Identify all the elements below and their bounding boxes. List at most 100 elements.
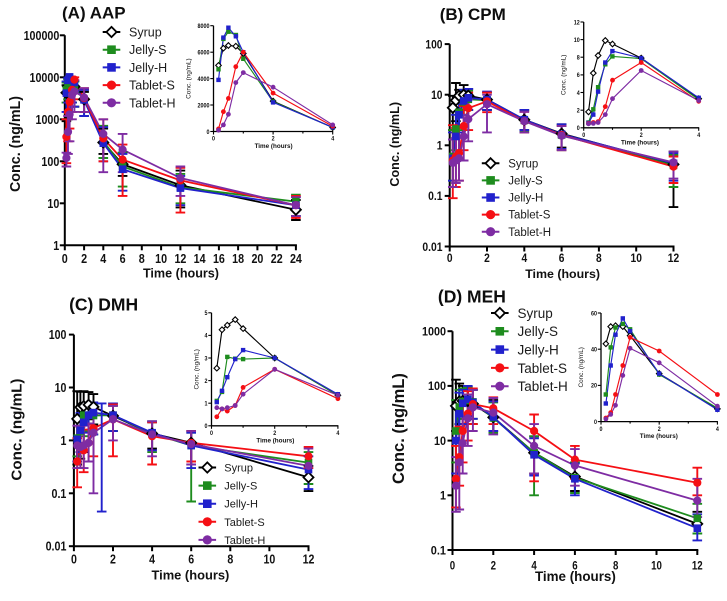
svg-text:0: 0 [577, 125, 580, 132]
svg-text:4: 4 [100, 251, 107, 266]
svg-text:Time (hours): Time (hours) [256, 438, 294, 445]
svg-text:0: 0 [447, 253, 453, 265]
svg-text:22: 22 [271, 251, 283, 266]
svg-text:0.1: 0.1 [428, 189, 443, 203]
svg-text:0: 0 [207, 129, 210, 136]
svg-text:Conc. (ng/mL): Conc. (ng/mL) [388, 102, 402, 187]
svg-text:(B) CPM: (B) CPM [440, 5, 506, 24]
svg-text:2: 2 [577, 108, 580, 115]
svg-text:Time (hours): Time (hours) [525, 267, 600, 281]
svg-text:Time (hours): Time (hours) [255, 143, 293, 150]
svg-text:10: 10 [55, 381, 67, 395]
svg-text:(A) AAP: (A) AAP [62, 4, 126, 23]
svg-text:6: 6 [120, 251, 126, 266]
svg-text:4: 4 [716, 426, 719, 433]
svg-text:Jelly-S: Jelly-S [129, 43, 167, 57]
svg-text:Tablet-S: Tablet-S [224, 517, 264, 529]
svg-text:2: 2 [491, 561, 496, 573]
svg-text:Jelly-H: Jelly-H [508, 193, 543, 205]
svg-text:8: 8 [596, 253, 602, 265]
svg-text:2: 2 [110, 552, 116, 566]
svg-text:12: 12 [174, 251, 186, 266]
svg-text:2: 2 [272, 136, 275, 143]
svg-text:10: 10 [431, 88, 443, 102]
svg-text:6: 6 [572, 561, 577, 573]
svg-text:Conc. (ng/mL): Conc. (ng/mL) [8, 96, 24, 192]
svg-text:0: 0 [582, 132, 585, 139]
svg-text:0: 0 [600, 426, 603, 433]
svg-text:Tablet-S: Tablet-S [508, 210, 551, 222]
svg-text:(C) DMH: (C) DMH [69, 295, 138, 315]
svg-text:8: 8 [227, 552, 233, 566]
svg-text:Jelly-H: Jelly-H [129, 61, 167, 75]
svg-text:10000: 10000 [30, 70, 60, 85]
svg-text:6000: 6000 [198, 50, 210, 57]
svg-text:Time (hours): Time (hours) [621, 140, 659, 147]
svg-text:Jelly-S: Jelly-S [518, 324, 559, 339]
svg-text:12: 12 [574, 19, 580, 26]
svg-text:Tablet-H: Tablet-H [224, 535, 265, 547]
svg-text:12: 12 [668, 253, 679, 265]
svg-text:4: 4 [205, 333, 208, 340]
svg-text:20: 20 [591, 383, 597, 390]
svg-text:0: 0 [62, 251, 68, 266]
svg-text:1000: 1000 [422, 325, 446, 339]
svg-text:Jelly-H: Jelly-H [224, 499, 258, 511]
svg-text:1000: 1000 [36, 112, 60, 127]
svg-text:2000: 2000 [198, 102, 210, 109]
svg-text:(D) MEH: (D) MEH [438, 287, 506, 307]
svg-text:Syrup: Syrup [508, 158, 538, 170]
svg-text:4: 4 [331, 136, 334, 143]
svg-text:10: 10 [264, 552, 276, 566]
svg-text:0: 0 [450, 561, 455, 573]
svg-text:8000: 8000 [198, 23, 210, 30]
svg-text:1: 1 [53, 238, 59, 253]
svg-text:4: 4 [531, 561, 537, 573]
svg-text:0.1: 0.1 [52, 487, 67, 501]
svg-text:1: 1 [61, 434, 67, 448]
svg-text:16: 16 [213, 251, 225, 266]
svg-text:Jelly-S: Jelly-S [508, 176, 543, 188]
svg-text:0.01: 0.01 [422, 240, 442, 254]
svg-text:2: 2 [484, 253, 490, 265]
svg-text:4000: 4000 [198, 76, 210, 83]
svg-text:0: 0 [210, 430, 213, 437]
svg-text:1: 1 [440, 489, 446, 503]
svg-text:Time (hours): Time (hours) [640, 433, 678, 440]
svg-text:12: 12 [303, 552, 315, 566]
svg-text:2: 2 [640, 132, 643, 139]
svg-text:Tablet-S: Tablet-S [518, 361, 568, 376]
svg-text:100: 100 [428, 379, 446, 393]
svg-text:10: 10 [155, 251, 167, 266]
svg-text:Tablet-H: Tablet-H [518, 379, 568, 394]
svg-text:100: 100 [49, 328, 67, 342]
svg-text:0.1: 0.1 [431, 543, 446, 557]
svg-text:12: 12 [692, 561, 703, 573]
svg-text:Time (hours): Time (hours) [143, 267, 219, 281]
svg-text:5: 5 [205, 310, 208, 317]
svg-text:Conc. (ng/mL): Conc. (ng/mL) [193, 349, 200, 390]
svg-text:100: 100 [41, 154, 59, 169]
svg-text:4: 4 [697, 132, 700, 139]
svg-text:10: 10 [631, 253, 642, 265]
svg-text:Conc. (ng/mL): Conc. (ng/mL) [578, 347, 585, 388]
svg-text:100: 100 [425, 37, 442, 51]
svg-text:0: 0 [71, 552, 77, 566]
svg-text:60: 60 [591, 310, 597, 317]
svg-text:6: 6 [577, 72, 580, 79]
svg-text:Jelly-H: Jelly-H [518, 343, 559, 358]
svg-text:1: 1 [437, 139, 443, 153]
svg-text:Conc. (ng/mL): Conc. (ng/mL) [390, 373, 408, 484]
svg-text:0: 0 [594, 419, 597, 426]
svg-text:10: 10 [434, 434, 446, 448]
svg-text:Conc. (ng/mL): Conc. (ng/mL) [186, 58, 193, 99]
svg-text:2: 2 [658, 426, 661, 433]
svg-text:2: 2 [81, 251, 87, 266]
svg-text:0: 0 [212, 136, 215, 143]
svg-text:10: 10 [47, 196, 59, 211]
svg-text:10: 10 [651, 561, 662, 573]
svg-text:4: 4 [336, 430, 339, 437]
svg-text:100000: 100000 [24, 28, 60, 43]
svg-text:4: 4 [149, 552, 155, 566]
svg-text:18: 18 [232, 251, 244, 266]
